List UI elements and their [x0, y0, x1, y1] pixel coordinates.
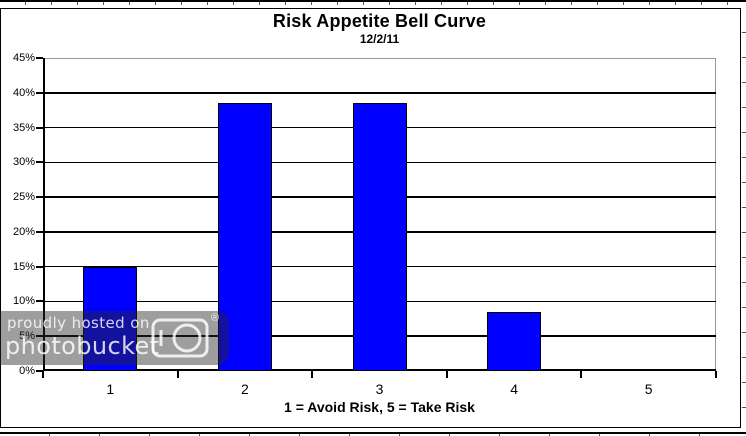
watermark-line2: photobucket: [5, 332, 160, 360]
top-edge-ticks: [0, 2, 746, 5]
plot-area: [43, 58, 716, 371]
bar-category-3: [352, 103, 407, 371]
registered-trademark-symbol: ®: [211, 312, 220, 324]
right-edge-ticks: [742, 8, 746, 428]
x-tick-5: [715, 371, 717, 378]
x-tick-0: [42, 371, 44, 378]
y-tick-label-0pct: 0%: [19, 365, 35, 377]
y-axis-line: [43, 58, 45, 371]
plot-top-border: [43, 58, 716, 59]
x-tick-2: [311, 371, 314, 378]
y-tick-label-10pct: 10%: [12, 295, 35, 308]
y-tick-label-40pct: 40%: [12, 86, 35, 99]
y-tick-label-15pct: 15%: [12, 260, 35, 273]
x-tick-4: [580, 371, 583, 378]
y-tick-15pct: [36, 265, 43, 268]
y-tick-label-45pct: 45%: [12, 52, 35, 64]
chart-title: Risk Appetite Bell Curve: [272, 11, 487, 31]
x-tick-3: [445, 371, 448, 378]
y-tick-40pct: [36, 91, 43, 94]
x-category-label-3: 3: [375, 381, 384, 397]
y-tick-label-20pct: 20%: [12, 225, 35, 238]
gridline-40pct: [43, 92, 716, 94]
bottom-edge-line: [0, 432, 746, 434]
watermark-line1: proudly hosted on: [7, 314, 150, 332]
y-tick-label-5pct: 5%: [19, 330, 35, 343]
y-tick-35pct: [36, 126, 43, 129]
y-tick-label-25pct: 25%: [12, 191, 35, 204]
plot-right-border: [715, 58, 716, 371]
y-tick-0pct: [36, 370, 43, 372]
y-tick-10pct: [36, 300, 43, 303]
bar-category-1: [83, 266, 138, 371]
top-edge-line: [0, 0, 746, 2]
x-category-label-1: 1: [106, 381, 115, 397]
photobucket-watermark: proudly hosted on photobucket ®: [0, 311, 229, 365]
x-category-label-2: 2: [240, 381, 249, 397]
y-tick-45pct: [36, 57, 43, 59]
x-tick-1: [176, 371, 179, 378]
x-category-label-5: 5: [644, 381, 653, 397]
bottom-edge-ticks: [0, 434, 746, 436]
y-tick-30pct: [36, 161, 43, 164]
y-tick-20pct: [36, 230, 43, 233]
y-tick-label-35pct: 35%: [12, 121, 35, 134]
x-axis-title: 1 = Avoid Risk, 5 = Take Risk: [284, 399, 475, 415]
bar-category-2: [217, 103, 272, 371]
y-tick-5pct: [36, 335, 43, 338]
y-tick-label-30pct: 30%: [12, 156, 35, 169]
y-tick-25pct: [36, 196, 43, 199]
camera-icon: [151, 318, 209, 358]
bar-category-4: [487, 311, 542, 371]
chart-subtitle: 12/2/11: [359, 32, 400, 46]
x-category-label-4: 4: [510, 381, 518, 397]
